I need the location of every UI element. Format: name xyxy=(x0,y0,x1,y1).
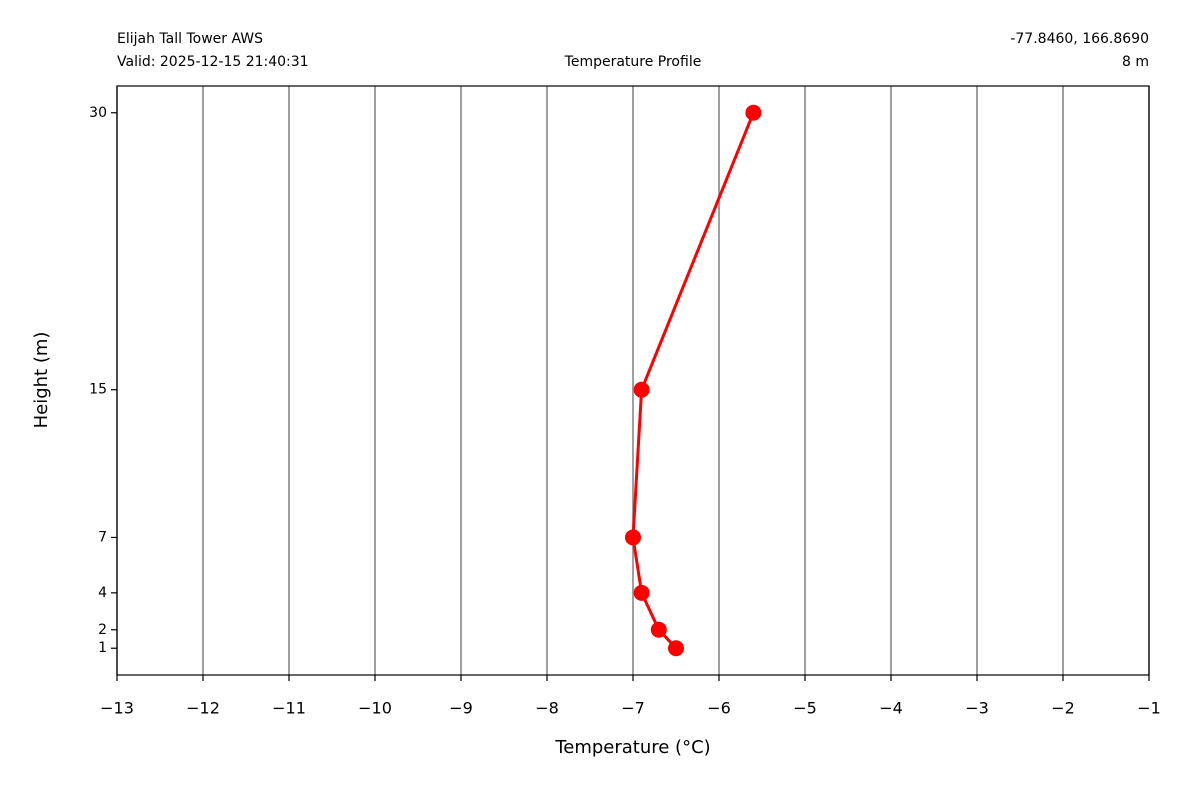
x-tick-label: −7 xyxy=(621,699,645,718)
y-axis-label: Height (m) xyxy=(31,332,52,429)
data-point xyxy=(668,640,684,657)
y-tick-label: 1 xyxy=(98,640,107,656)
x-tick-label: −12 xyxy=(186,699,220,718)
data-point xyxy=(625,529,641,546)
x-tick-label: −2 xyxy=(1051,699,1075,718)
x-tick-label: −6 xyxy=(707,699,731,718)
plot-frame xyxy=(116,85,1150,676)
x-tick-label: −1 xyxy=(1137,699,1161,718)
x-tick-label: −8 xyxy=(535,699,559,718)
data-point xyxy=(633,584,650,601)
coordinates: -77.8460, 166.8690 xyxy=(1010,31,1149,47)
x-axis-label: Temperature (°C) xyxy=(554,737,710,758)
chart-title: Temperature Profile xyxy=(564,54,702,70)
x-tick-label: −11 xyxy=(272,699,306,718)
data-point xyxy=(633,381,650,398)
data-point xyxy=(745,104,762,121)
data-point xyxy=(650,621,667,638)
valid-time: Valid: 2025-12-15 21:40:31 xyxy=(117,54,309,70)
y-tick-label: 15 xyxy=(89,382,107,398)
elevation: 8 m xyxy=(1122,54,1149,70)
y-tick-label: 2 xyxy=(98,622,107,638)
x-tick-label: −4 xyxy=(879,699,903,718)
x-tick-label: −13 xyxy=(100,699,134,718)
profile-line xyxy=(631,112,755,650)
x-tick-label: −3 xyxy=(965,699,989,718)
y-tick-label: 4 xyxy=(98,585,107,601)
x-tick-label: −10 xyxy=(358,699,392,718)
station-name: Elijah Tall Tower AWS xyxy=(117,31,263,47)
x-tick-label: −9 xyxy=(449,699,473,718)
x-tick-label: −5 xyxy=(793,699,817,718)
y-tick-label: 7 xyxy=(98,529,107,545)
y-tick-label: 30 xyxy=(89,105,107,121)
